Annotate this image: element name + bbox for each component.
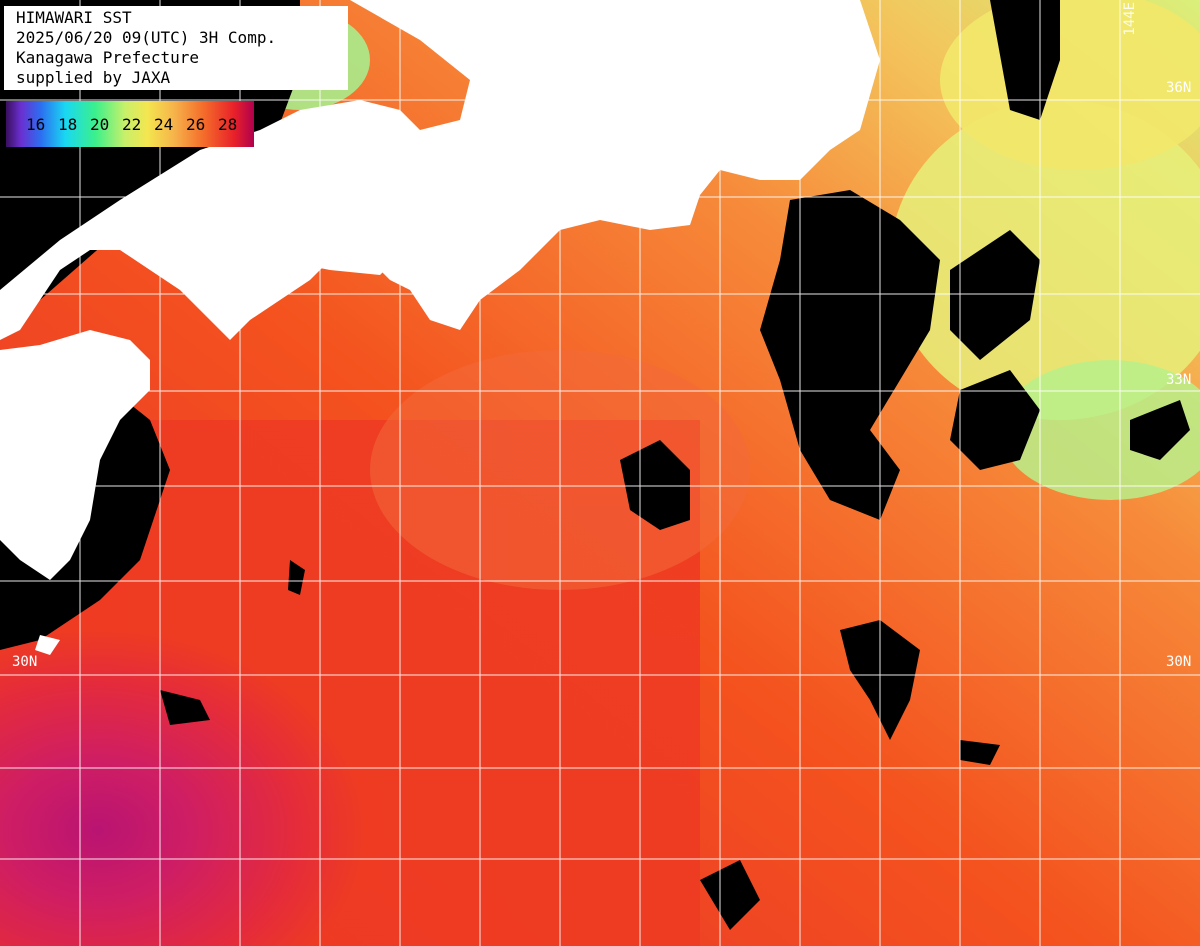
legend-tick-18: 18 — [58, 115, 78, 134]
legend-tick-24: 24 — [154, 115, 174, 134]
legend-tick-22: 22 — [122, 115, 142, 134]
publisher-name: Kanagawa Prefecture — [16, 48, 200, 67]
map-title-box: HIMAWARI SST 2025/06/20 09(UTC) 3H Comp.… — [4, 6, 348, 90]
lat-label-33-left: 33 — [12, 372, 29, 388]
observation-time: 2025/06/20 09(UTC) 3H Comp. — [16, 28, 277, 47]
lat-label-33n-right: 33N — [1166, 372, 1192, 388]
legend-tick-16: 16 — [26, 115, 46, 134]
land-mask — [0, 0, 880, 655]
legend-tick-26: 26 — [186, 115, 206, 134]
product-name: HIMAWARI SST — [16, 8, 132, 27]
lat-label-30n-right: 30N — [1166, 654, 1192, 670]
lon-label-136e: 136E — [482, 2, 498, 36]
cool-water-east — [1000, 360, 1200, 500]
legend-tick-20: 20 — [90, 115, 110, 134]
lat-label-30n-left: 30N — [12, 654, 38, 670]
legend-tick-28: 28 — [218, 115, 238, 134]
lat-label-36n: 36N — [1166, 80, 1192, 96]
temperature-color-legend: 16 18 20 22 24 26 28 — [6, 101, 254, 147]
data-source: supplied by JAXA — [16, 68, 171, 87]
lon-label-144e: 144E — [1122, 2, 1138, 36]
